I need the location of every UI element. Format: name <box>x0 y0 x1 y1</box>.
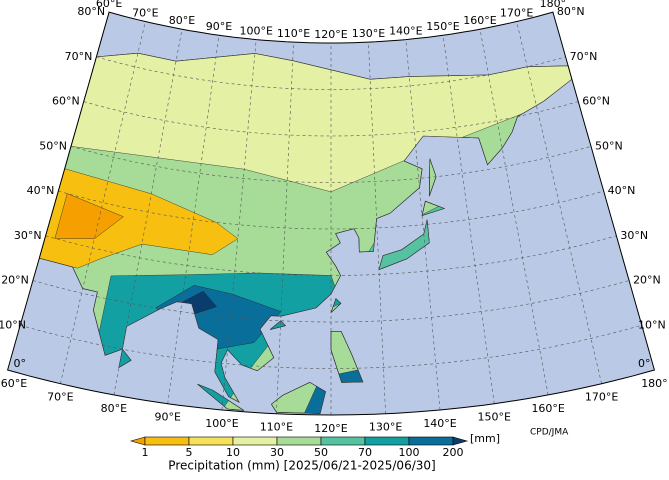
meridian <box>368 42 386 414</box>
latitude-label: 80°N <box>77 5 105 18</box>
latitude-label: 30°N <box>14 229 42 242</box>
parallel <box>58 190 604 230</box>
colorbar-unit: [mm] <box>470 432 500 445</box>
latitude-label: 20°N <box>1 274 29 287</box>
latitude-label: 10°N <box>0 318 26 331</box>
longitude-label: 180° <box>641 377 668 390</box>
longitude-label: 100°E <box>239 25 272 38</box>
latitude-label: 70°N <box>570 50 598 63</box>
colorbar-tick-label: 100 <box>399 446 420 459</box>
latitude-label: 60°N <box>582 95 610 108</box>
colorbar-bin <box>408 436 454 446</box>
longitude-label: 120°E <box>314 28 347 41</box>
longitude-label: 160°E <box>531 402 564 415</box>
longitude-label: 100°E <box>205 417 238 430</box>
longitude-label: 60°E <box>1 377 27 390</box>
meridian <box>60 21 146 384</box>
latitude-label: 20°N <box>633 274 661 287</box>
latitude-label: 30°N <box>620 229 648 242</box>
parallel <box>45 235 617 276</box>
precip-area <box>54 193 124 240</box>
longitude-label: 130°E <box>352 27 385 40</box>
longitude-label: 110°E <box>277 27 310 40</box>
colorbar-extend-high <box>452 436 469 446</box>
colorbar-bin <box>276 436 322 446</box>
latitude-label: 40°N <box>608 184 636 197</box>
colorbar-bin <box>144 436 190 446</box>
colorbar-bin <box>320 436 366 446</box>
longitude-label: 140°E <box>423 417 456 430</box>
longitude-label: 70°E <box>47 391 73 404</box>
colorbar-tick-label: 70 <box>358 446 372 459</box>
longitude-label: 150°E <box>426 20 459 33</box>
longitude-label: 90°E <box>154 411 180 424</box>
latitude-label: 0° <box>14 357 27 370</box>
latitude-label: 60°N <box>52 95 80 108</box>
longitude-label: 130°E <box>369 421 402 434</box>
colorbar-bin <box>188 436 234 446</box>
map-layer <box>6 11 656 416</box>
colorbar-tick-label: 5 <box>186 446 193 459</box>
parallel <box>20 324 642 369</box>
colorbar-tick-label: 50 <box>314 446 328 459</box>
longitude-label: 110°E <box>260 421 293 434</box>
latitude-label: 50°N <box>595 139 623 152</box>
colorbar-bin <box>232 436 278 446</box>
latitude-label: 0° <box>638 357 651 370</box>
longitude-label: 80°E <box>169 14 195 27</box>
longitude-label: 90°E <box>206 20 232 33</box>
longitude-label: 170°E <box>500 7 533 20</box>
latitude-label: 50°N <box>39 139 67 152</box>
credit: CPD/JMA <box>530 428 569 438</box>
precip-area <box>39 168 239 269</box>
colorbar-bin <box>364 436 410 446</box>
longitude-label: 150°E <box>478 411 511 424</box>
longitude-label: 160°E <box>463 14 496 27</box>
longitude-label: 140°E <box>389 25 422 38</box>
latitude-label: 40°N <box>27 184 55 197</box>
latitude-label: 80°N <box>557 5 585 18</box>
latitude-label: 70°N <box>65 50 93 63</box>
colorbar-tick-label: 30 <box>270 446 284 459</box>
longitude-label: 80°E <box>101 402 127 415</box>
meridian <box>221 39 257 410</box>
parallel <box>70 146 592 183</box>
coastline <box>38 12 573 414</box>
colorbar-tick-label: 1 <box>142 446 149 459</box>
colorbar-tick-label: 10 <box>226 446 240 459</box>
longitude-label: 170°E <box>585 391 618 404</box>
meridian <box>276 42 294 414</box>
colorbar-tick-label: 200 <box>443 446 464 459</box>
parallel <box>32 280 630 323</box>
colorbar-title: Precipitation (mm) [2025/06/21-2025/06/3… <box>168 459 435 473</box>
parallel <box>96 56 566 90</box>
meridian <box>479 29 549 395</box>
longitude-label: 60°E <box>96 0 122 10</box>
longitude-label: 70°E <box>132 7 158 20</box>
longitude-label: 120°E <box>314 422 347 435</box>
latitude-label: 10°N <box>638 318 666 331</box>
longitude-label: 180° <box>540 0 567 10</box>
map-border <box>6 11 656 416</box>
colorbar-extend-low <box>129 436 146 446</box>
